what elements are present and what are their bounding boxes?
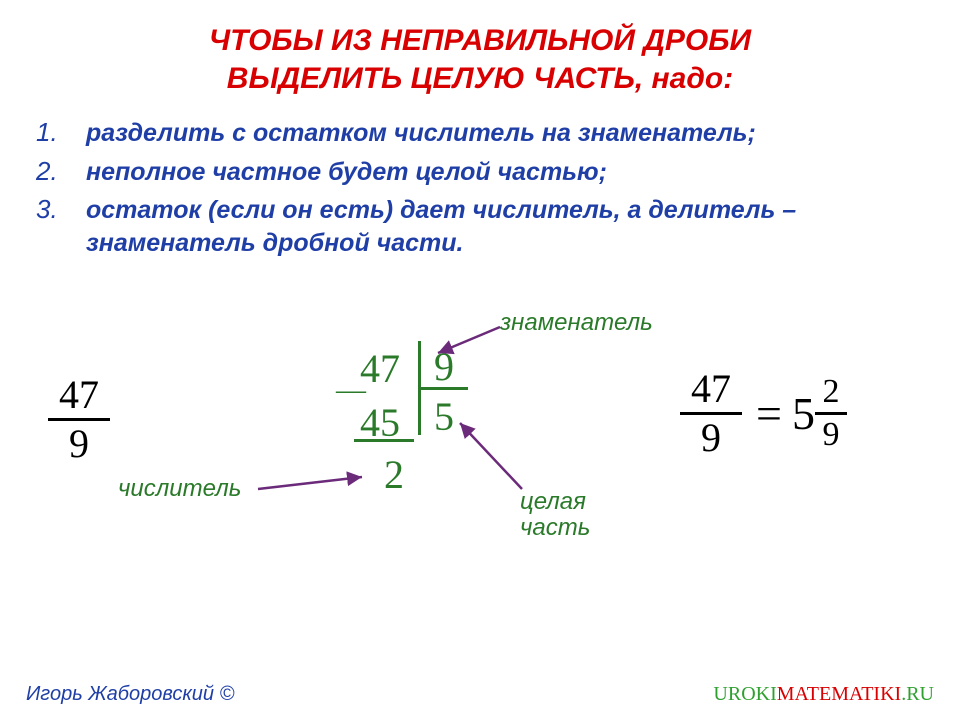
ld-dividend: 47 <box>360 345 400 392</box>
site-part-3: .RU <box>901 683 934 705</box>
ld-underline <box>354 439 414 442</box>
title-line-1: ЧТОБЫ ИЗ НЕПРАВИЛЬНОЙ ДРОБИ <box>40 22 920 60</box>
step-1: 1. разделить с остатком числитель на зна… <box>30 117 930 150</box>
label-whole-l2: часть <box>520 514 590 541</box>
fraction-denominator: 9 <box>815 418 847 452</box>
fraction-denominator: 9 <box>48 424 110 464</box>
label-whole-l1: целая <box>520 488 586 515</box>
ld-remainder: 2 <box>384 451 404 498</box>
step-number: 3. <box>30 194 86 225</box>
step-2: 2. неполное частное будет целой частью; <box>30 156 930 189</box>
result-right-fraction: 2 9 <box>815 375 847 452</box>
step-3: 3. остаток (если он есть) дает числитель… <box>30 194 930 259</box>
label-numerator: числитель <box>118 475 241 503</box>
arrow-whole-part-icon <box>450 415 530 495</box>
step-text: разделить с остатком числитель на знамен… <box>86 117 756 150</box>
result-left-fraction: 47 9 <box>680 369 742 458</box>
step-number: 1. <box>30 117 86 148</box>
step-text: неполное частное будет целой частью; <box>86 156 607 189</box>
step-number: 2. <box>30 156 86 187</box>
fraction-bar <box>815 412 847 415</box>
site-part-1: UROKI <box>713 683 776 705</box>
site-credit: UROKIMATEMATIKI.RU <box>713 683 934 706</box>
fraction-numerator: 2 <box>815 375 847 409</box>
left-fraction: 47 9 <box>48 375 110 464</box>
title-line-2: ВЫДЕЛИТЬ ЦЕЛУЮ ЧАСТЬ, надо: <box>40 60 920 98</box>
author-credit: Игорь Жаборовский © <box>26 683 234 706</box>
arrow-numerator-icon <box>254 471 374 501</box>
label-denominator: знаменатель <box>500 309 653 337</box>
fraction-numerator: 47 <box>48 375 110 415</box>
fraction-denominator: 9 <box>680 418 742 458</box>
result-whole: 5 <box>792 387 815 440</box>
arrow-denominator-icon <box>424 323 504 363</box>
steps-list: 1. разделить с остатком числитель на зна… <box>0 97 960 259</box>
site-part-2: MATEMATIKI <box>777 683 901 705</box>
equals-sign: = <box>756 387 782 440</box>
result-equation: 47 9 = 5 2 9 <box>680 369 847 458</box>
step-text: остаток (если он есть) дает числитель, а… <box>86 194 930 259</box>
label-whole-part: целая часть <box>520 489 590 542</box>
fraction-numerator: 47 <box>680 369 742 409</box>
diagram-area: знаменатель 47 9 47 9 5 — 45 2 числитель… <box>0 269 960 569</box>
page-title: ЧТОБЫ ИЗ НЕПРАВИЛЬНОЙ ДРОБИ ВЫДЕЛИТЬ ЦЕЛ… <box>0 0 960 97</box>
